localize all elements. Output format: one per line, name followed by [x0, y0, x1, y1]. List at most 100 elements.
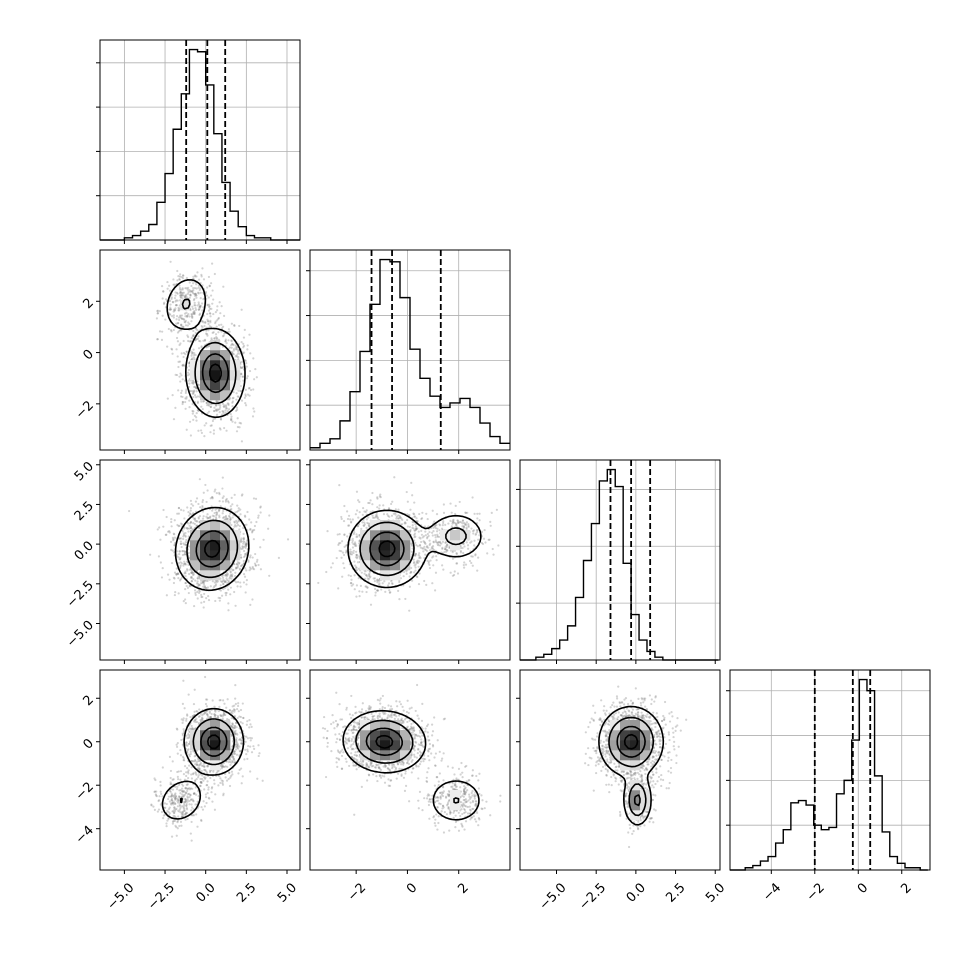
sample-point — [250, 521, 253, 524]
sample-point — [452, 519, 455, 522]
sample-point — [192, 573, 195, 576]
sample-point — [177, 309, 180, 312]
density-cell — [390, 730, 401, 741]
sample-point — [433, 525, 436, 528]
sample-point — [413, 564, 416, 567]
sample-point — [434, 824, 437, 827]
sample-point — [183, 800, 186, 803]
sample-point — [249, 352, 252, 355]
sample-point — [350, 694, 353, 698]
sample-point — [181, 294, 184, 297]
sample-point — [406, 513, 409, 516]
sample-point — [416, 734, 419, 738]
sample-point — [181, 790, 184, 793]
sample-point — [155, 790, 158, 793]
sample-point — [194, 519, 197, 522]
sample-point — [456, 572, 460, 575]
sample-point — [180, 391, 183, 395]
sample-point — [395, 517, 398, 520]
sample-point — [619, 776, 622, 779]
sample-point — [203, 338, 207, 341]
sample-point — [340, 515, 343, 519]
sample-point — [181, 292, 184, 295]
sample-point — [214, 714, 217, 717]
sample-point — [229, 512, 232, 515]
sample-point — [180, 787, 184, 790]
sample-point — [350, 581, 353, 585]
sample-point — [203, 788, 206, 791]
sample-point — [382, 513, 386, 516]
sample-point — [207, 322, 210, 326]
sample-point — [393, 714, 397, 717]
sample-point — [440, 542, 443, 545]
sample-point — [211, 800, 214, 803]
sample-point — [187, 371, 190, 374]
sample-point — [179, 558, 182, 561]
sample-point — [209, 516, 212, 519]
sample-point — [198, 307, 201, 310]
sample-point — [221, 764, 225, 768]
sample-point — [239, 508, 242, 511]
sample-point — [198, 767, 201, 770]
sample-point — [186, 817, 189, 821]
sample-point — [186, 374, 190, 377]
sample-point — [347, 737, 350, 741]
sample-point — [412, 558, 415, 561]
sample-point — [355, 553, 358, 557]
sample-point — [410, 760, 413, 763]
sample-point — [345, 760, 348, 763]
sample-point — [239, 585, 242, 588]
sample-point — [460, 808, 463, 811]
sample-point — [203, 712, 206, 715]
sample-point — [182, 719, 185, 722]
sample-point — [178, 799, 181, 802]
contour-level — [208, 363, 222, 383]
sample-point — [177, 795, 181, 798]
sample-point — [338, 703, 341, 706]
sample-point — [165, 533, 168, 536]
sample-point — [229, 574, 232, 578]
sample-point — [179, 820, 183, 823]
sample-point — [416, 683, 419, 687]
sample-point — [170, 518, 173, 521]
sample-point — [430, 531, 434, 534]
sample-point — [195, 582, 199, 585]
sample-point — [233, 708, 236, 712]
sample-point — [201, 595, 204, 599]
sample-point — [242, 549, 246, 553]
sample-point — [406, 500, 409, 503]
sample-point — [326, 530, 329, 533]
sample-point — [472, 815, 475, 818]
sample-point — [194, 758, 197, 762]
sample-point — [182, 533, 186, 537]
sample-point — [212, 298, 215, 301]
sample-point — [172, 310, 175, 313]
sample-point — [162, 508, 165, 512]
sample-point — [190, 806, 194, 809]
sample-point — [432, 526, 435, 529]
sample-point — [190, 381, 194, 384]
sample-point — [202, 515, 205, 518]
sample-point — [231, 760, 235, 764]
sample-point — [226, 578, 229, 582]
sample-point — [170, 520, 173, 524]
density-cell — [180, 300, 191, 311]
sample-point — [418, 544, 421, 547]
sample-point — [337, 750, 340, 753]
sample-point — [458, 520, 462, 524]
sample-point — [395, 715, 398, 718]
sample-point — [355, 728, 358, 732]
sample-point — [461, 519, 465, 522]
sample-point — [410, 727, 413, 730]
sample-point — [179, 792, 182, 795]
sample-point — [401, 721, 404, 725]
sample-point — [175, 299, 178, 302]
sample-point — [169, 260, 172, 263]
sample-point — [172, 820, 175, 823]
sample-point — [191, 528, 194, 531]
sample-point — [206, 513, 209, 516]
sample-point — [627, 845, 631, 849]
sample-point — [413, 755, 416, 758]
sample-point — [632, 824, 635, 827]
sample-point — [431, 582, 434, 585]
